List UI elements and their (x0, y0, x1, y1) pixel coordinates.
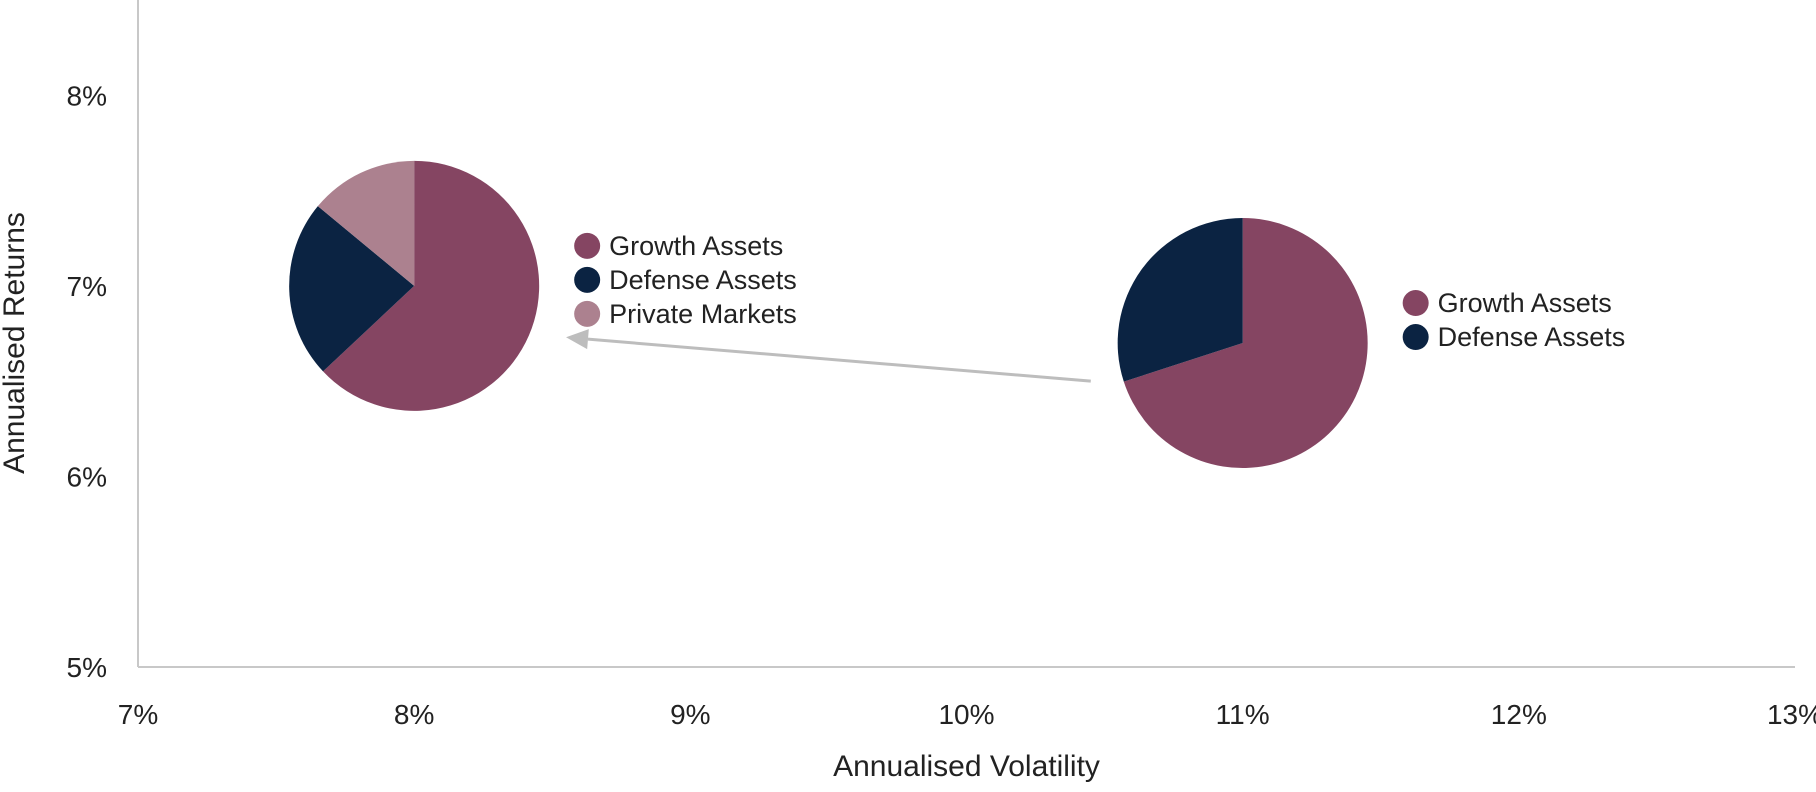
x-tick-label: 9% (670, 699, 710, 730)
pie-slice-defense-assets (1117, 218, 1243, 382)
axes: 7% 8% 9% 10% 11% 12% 13% 5% 6% 7% 8% (67, 0, 1816, 730)
x-tick-label: 10% (938, 699, 994, 730)
legend-label: Defense Assets (1438, 322, 1626, 352)
legend-swatch (574, 232, 601, 259)
arrow-annotation (566, 329, 1091, 383)
legend-label: Private Markets (609, 299, 797, 329)
pie-charts (289, 160, 1368, 469)
legend-label: Growth Assets (1438, 288, 1612, 318)
pie-slice-defense-assets (289, 206, 415, 372)
legend-swatch (574, 300, 601, 327)
y-tick-label: 5% (67, 652, 107, 683)
legend-label: Growth Assets (609, 231, 783, 261)
legend-portfolio-b: Growth Assets Defense Assets (1402, 288, 1626, 352)
y-tick-label: 8% (67, 80, 107, 111)
x-tick-label: 8% (394, 699, 434, 730)
x-tick-label: 12% (1491, 699, 1547, 730)
y-axis-title: Annualised Returns (0, 212, 31, 474)
arrow-shaft (587, 337, 1091, 383)
pie-slice-private-markets (317, 160, 415, 286)
x-axis-title: Annualised Volatility (833, 750, 1100, 783)
legends: Growth Assets Defense Assets Private Marke… (574, 231, 1625, 352)
pie-slice-growth-assets (323, 160, 540, 411)
y-tick-label: 7% (67, 271, 107, 302)
x-tick-label: 11% (1216, 699, 1270, 730)
arrow-head (566, 329, 589, 350)
legend-swatch (1402, 290, 1429, 317)
legend-label: Defense Assets (609, 265, 797, 295)
pie-portfolio-b (1117, 218, 1368, 469)
x-tick-label: 13% (1767, 699, 1816, 730)
legend-swatch (1402, 324, 1429, 351)
legend-portfolio-a: Growth Assets Defense Assets Private Marke… (574, 231, 797, 329)
x-tick-label: 7% (118, 699, 158, 730)
legend-swatch (574, 266, 601, 293)
y-tick-label: 6% (67, 461, 107, 492)
pie-slice-growth-assets (1123, 218, 1368, 469)
pie-portfolio-a (289, 160, 540, 411)
